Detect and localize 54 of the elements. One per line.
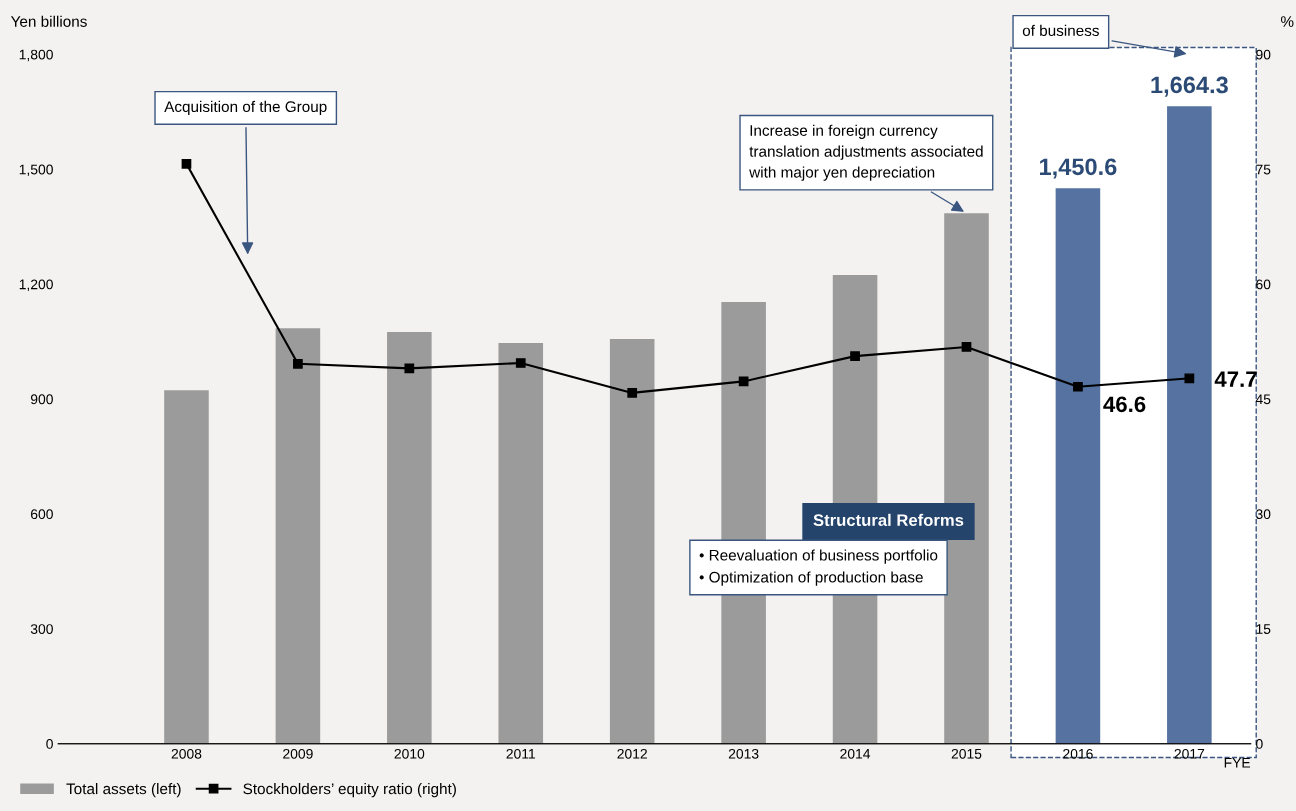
x-tick-label: 2015	[951, 748, 982, 759]
y2-tick-label: 90	[1256, 49, 1271, 60]
point	[404, 363, 415, 374]
point	[293, 358, 303, 369]
y-tick-label: 1,200	[19, 279, 53, 291]
y-tick-label: 900	[30, 394, 53, 405]
annotation: • Reevaluation of business portfolio • Optimization of production base	[699, 549, 938, 586]
annotation: Acquisition of the Group	[164, 100, 327, 116]
point	[515, 358, 526, 368]
data-label: 47.7	[1214, 371, 1257, 387]
point	[181, 159, 192, 169]
point	[1073, 381, 1083, 392]
point	[627, 388, 638, 398]
annotation: Increase in foreign currency translation adjustments associated with major yen depreciation	[749, 124, 983, 181]
annotation: Structural Reforms	[813, 513, 964, 527]
y2-tick-label: 45	[1255, 394, 1271, 405]
y2-axis-title: %	[1280, 16, 1294, 27]
text: of business	[1022, 24, 1099, 36]
bar	[498, 343, 544, 744]
x-tick-label: 2016	[1063, 748, 1093, 759]
point	[961, 342, 972, 352]
bar	[609, 338, 655, 744]
x-tick-label: 2009	[283, 748, 313, 759]
y-tick-label: 1,500	[19, 164, 53, 177]
bar	[164, 390, 209, 744]
point	[1184, 373, 1195, 384]
x-tick-label: 2017	[1174, 748, 1205, 759]
data-label: 1,664.3	[1151, 76, 1228, 97]
legend-label: Total assets (left)	[66, 783, 181, 798]
data-label: 1,450.6	[1040, 158, 1117, 179]
x-tick-label: 2014	[840, 748, 871, 759]
y-tick-label: 1,800	[19, 49, 53, 62]
y2-tick-label: 30	[1256, 509, 1271, 520]
y-axis-title: Yen billions	[10, 15, 87, 27]
bar	[1055, 188, 1101, 744]
y2-tick-label: 0	[1256, 739, 1263, 749]
y2-tick-label: 15	[1256, 624, 1271, 634]
y2-tick-label: 75	[1256, 164, 1271, 175]
x-axis-title: FYE	[1224, 757, 1251, 768]
x-tick-label: 2012	[617, 748, 647, 759]
y2-tick-label: 60	[1256, 279, 1271, 290]
bar	[1167, 106, 1212, 744]
y-tick-label: 300	[30, 624, 53, 634]
x-tick-label: 2011	[506, 748, 536, 759]
y-tick-label: 600	[30, 509, 53, 520]
y-tick-label: 0	[46, 739, 53, 749]
x-tick-label: 2008	[171, 748, 202, 759]
legend-label: Stockholders’ equity ratio (right)	[243, 783, 456, 798]
x-tick-label: 2010	[394, 748, 425, 759]
data-label: 46.6	[1103, 396, 1146, 413]
x-tick-label: 2013	[728, 748, 759, 759]
bar	[387, 331, 432, 744]
point	[850, 351, 860, 361]
bar	[275, 328, 321, 744]
